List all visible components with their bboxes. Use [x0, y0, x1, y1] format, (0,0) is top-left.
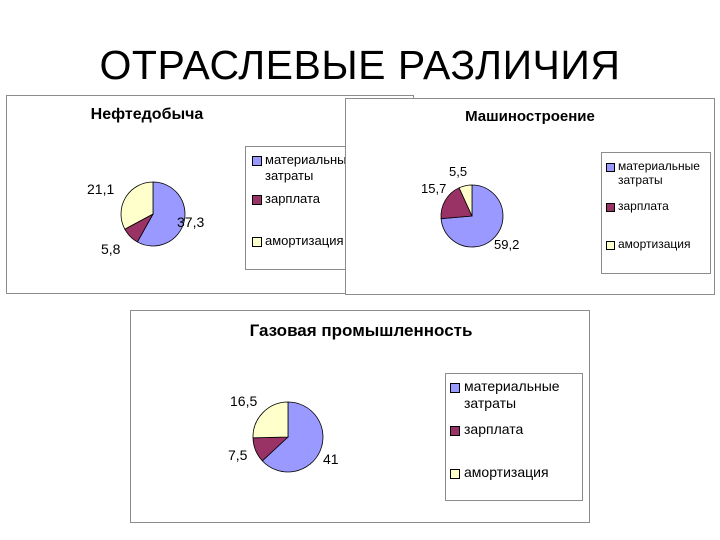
chart-panel-gas: Газовая промышленность 41 7,5 16,5 матер…	[130, 310, 590, 523]
legend-label: амортизация	[618, 237, 691, 251]
pie-slice-amort	[120, 181, 154, 230]
chart-panel-machinery: Машиностроение 59,2 15,7 5,5 материальны…	[345, 98, 715, 295]
data-label: 7,5	[228, 447, 248, 463]
legend-label: материальные затраты	[464, 378, 560, 411]
pie-chart	[120, 181, 186, 247]
pie-slice-amort	[458, 184, 473, 217]
legend-label: амортизация	[464, 464, 549, 480]
pie-slice-amort	[252, 401, 289, 439]
data-label: 5,8	[101, 241, 121, 257]
pie-chart	[252, 401, 324, 473]
legend: материальные затраты зарплата амортизаци…	[445, 373, 583, 501]
data-label: 41	[323, 451, 339, 467]
data-label: 21,1	[87, 181, 115, 197]
data-label: 37,3	[177, 214, 205, 230]
legend-swatch	[252, 195, 262, 205]
legend-label: зарплата	[618, 199, 669, 213]
data-label: 15,7	[421, 181, 447, 196]
legend-label: зарплата	[265, 191, 321, 206]
legend-swatch	[606, 241, 615, 250]
legend-swatch	[606, 163, 615, 172]
pie-slice-material	[261, 401, 324, 473]
legend-swatch	[450, 383, 460, 393]
legend-swatch	[606, 203, 615, 212]
data-label: 16,5	[230, 393, 258, 409]
legend-swatch	[252, 237, 262, 247]
legend: материальные затраты зарплата амортизаци…	[601, 152, 711, 274]
pie-slice-material	[136, 181, 186, 247]
legend-label: материальные затраты	[618, 159, 700, 188]
chart-title: Нефтедобыча	[90, 106, 204, 123]
chart-title: Машиностроение	[465, 108, 595, 125]
data-label: 59,2	[494, 237, 520, 252]
slide-title: ОТРАСЛЕВЫЕ РАЗЛИЧИЯ	[99, 42, 621, 88]
legend-label: зарплата	[464, 421, 524, 437]
chart-title: Газовая промышленность	[249, 321, 473, 340]
legend-swatch	[450, 426, 460, 436]
legend-swatch	[450, 469, 460, 479]
legend-swatch	[252, 156, 262, 166]
legend-label: материальные затраты	[265, 152, 354, 183]
legend-label: амортизация	[265, 233, 344, 248]
data-label: 5,5	[449, 164, 468, 179]
pie-slice-salary	[440, 187, 473, 220]
pie-chart	[440, 184, 504, 248]
